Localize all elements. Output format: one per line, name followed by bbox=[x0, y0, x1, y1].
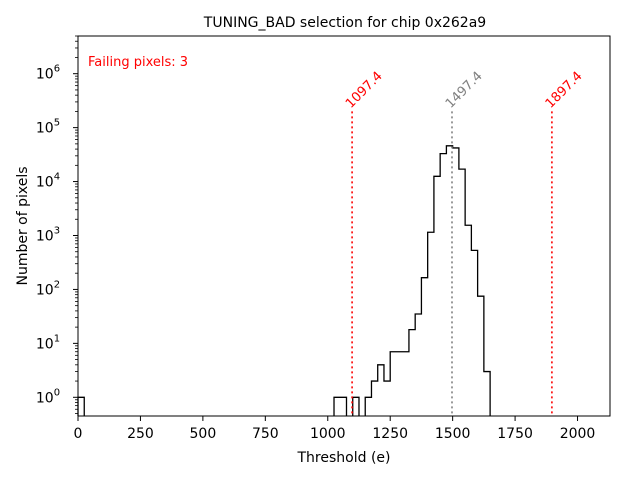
histogram-bar bbox=[378, 365, 384, 416]
histogram-bar bbox=[365, 397, 371, 416]
x-tick-label: 1000 bbox=[310, 426, 346, 442]
y-tick-label: 106 bbox=[36, 64, 60, 83]
histogram-bar bbox=[334, 397, 340, 416]
histogram-bar bbox=[340, 397, 346, 416]
histogram-bar bbox=[434, 176, 440, 416]
histogram-bar bbox=[78, 397, 84, 416]
histogram-bar bbox=[384, 381, 390, 416]
histogram-bar bbox=[353, 397, 359, 416]
x-tick-label: 0 bbox=[74, 426, 83, 442]
chart-title: TUNING_BAD selection for chip 0x262a9 bbox=[203, 15, 486, 31]
histogram-bar bbox=[421, 278, 427, 416]
histogram-bar bbox=[440, 154, 446, 416]
histogram-bar bbox=[409, 330, 415, 416]
histogram-bar bbox=[403, 352, 409, 416]
x-tick-label: 250 bbox=[127, 426, 154, 442]
failing-pixels-annotation: Failing pixels: 3 bbox=[88, 55, 188, 70]
y-tick-label: 101 bbox=[36, 333, 60, 352]
histogram-bar bbox=[459, 169, 465, 416]
threshold-label: 1097.4 bbox=[343, 69, 386, 112]
histogram-outline bbox=[77, 145, 491, 416]
y-tick-label: 102 bbox=[36, 279, 60, 298]
x-tick-label: 750 bbox=[252, 426, 279, 442]
y-tick-label: 103 bbox=[36, 225, 60, 244]
histogram-bar bbox=[465, 225, 471, 416]
x-tick-label: 1250 bbox=[372, 426, 408, 442]
histogram-bar bbox=[446, 146, 452, 416]
x-tick-label: 2000 bbox=[560, 426, 596, 442]
histogram-bar bbox=[471, 250, 477, 416]
histogram-bar bbox=[371, 381, 377, 416]
threshold-label: 1897.4 bbox=[543, 69, 586, 112]
y-tick-label: 100 bbox=[36, 387, 60, 406]
threshold-label: 1497.4 bbox=[443, 69, 486, 112]
plot-frame bbox=[77, 35, 611, 417]
histogram-bar bbox=[396, 352, 402, 416]
histogram-bar bbox=[415, 314, 421, 416]
plot-area: 1097.4 1497.4 1897.4 0 250 500 750 1000 1250 1500… bbox=[36, 35, 611, 442]
x-axis-label: Threshold (e) bbox=[297, 450, 391, 466]
histogram-bar bbox=[484, 372, 490, 416]
histogram-bar bbox=[478, 296, 484, 416]
histogram-bar bbox=[428, 232, 434, 416]
x-tick-label: 500 bbox=[190, 426, 217, 442]
y-tick-label: 104 bbox=[36, 172, 60, 191]
y-axis-label: Number of pixels bbox=[15, 166, 31, 285]
y-tick-label: 105 bbox=[36, 118, 60, 137]
x-tick-label: 1500 bbox=[435, 426, 471, 442]
histogram-bar bbox=[390, 352, 396, 416]
x-tick-label: 1750 bbox=[497, 426, 533, 442]
histogram-bar bbox=[453, 148, 459, 416]
